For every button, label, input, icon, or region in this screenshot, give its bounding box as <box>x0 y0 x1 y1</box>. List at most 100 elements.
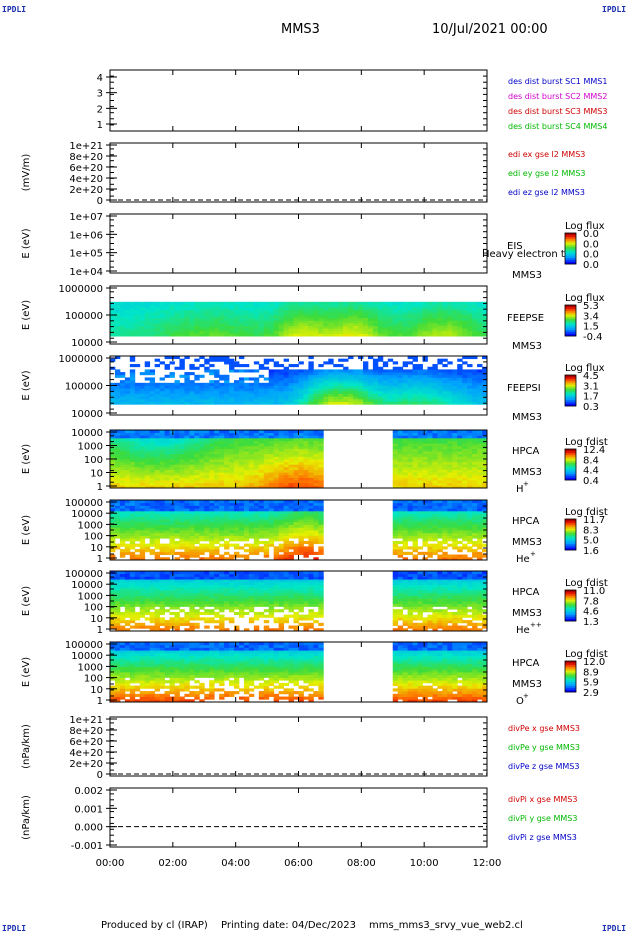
spectrogram-cell <box>432 546 438 550</box>
spectrogram-cell <box>402 500 409 504</box>
spectrogram-cell <box>194 535 200 539</box>
spectrogram-cell <box>204 312 210 316</box>
spectrogram-cell <box>288 508 294 512</box>
spectrogram-cell <box>452 325 458 329</box>
spectrogram-cell <box>318 390 324 394</box>
spectrogram-cell <box>472 480 478 484</box>
spectrogram-cell <box>129 377 136 381</box>
spectrogram-cell <box>402 510 409 515</box>
spectrogram-cell <box>427 325 433 329</box>
spectrogram-cell <box>328 393 334 397</box>
spectrogram-cell <box>248 469 255 473</box>
spectrogram-cell <box>139 432 146 436</box>
colorbar-swatch <box>565 305 576 308</box>
spectrogram-cell <box>303 372 309 376</box>
spectrogram-cell <box>273 485 280 489</box>
spectrogram-cell <box>407 435 413 439</box>
spectrogram-cell <box>457 364 463 368</box>
spectrogram-cell <box>318 472 324 476</box>
spectrogram-cell <box>174 328 180 332</box>
spectrogram-cell <box>219 312 225 316</box>
spectrogram-cell <box>392 309 399 313</box>
spectrogram-cell <box>437 309 443 313</box>
spectrogram-cell <box>174 304 180 308</box>
spectrogram-cell <box>427 474 433 478</box>
spectrogram-cell <box>442 440 448 444</box>
spectrogram-cell <box>224 304 230 308</box>
spectrogram-cell <box>432 432 438 436</box>
spectrogram-cell <box>124 320 131 324</box>
spectrogram-cell <box>447 527 453 531</box>
spectrogram-cell <box>159 472 165 476</box>
spectrogram-cell <box>189 461 195 465</box>
spectrogram-cell <box>477 453 483 457</box>
spectrogram-cell <box>298 500 304 504</box>
spectrogram-cell <box>204 301 210 305</box>
spectrogram-cell <box>298 320 304 324</box>
spectrogram-cell <box>159 535 165 539</box>
spectrogram-cell <box>372 317 379 321</box>
spectrogram-cell <box>154 312 160 316</box>
spectrogram-cell <box>273 309 280 313</box>
spectrogram-cell <box>482 377 488 381</box>
spectrogram-cell <box>204 482 210 486</box>
spectrogram-cell <box>412 356 418 360</box>
spectrogram-cell <box>422 356 428 360</box>
colorbar-frame <box>564 374 577 407</box>
spectrogram-cell <box>174 333 180 337</box>
spectrogram-cell <box>392 382 399 386</box>
colorbar-swatch <box>565 402 576 405</box>
spectrogram-cell <box>194 510 200 515</box>
spectrogram-cell <box>303 328 309 332</box>
spectrogram-cell <box>437 393 443 397</box>
spectrogram-cell <box>263 325 270 329</box>
spectrogram-cell <box>293 466 299 470</box>
spectrogram-cell <box>248 301 255 305</box>
spectrogram-cell <box>467 451 473 455</box>
spectrogram-cell <box>194 325 200 329</box>
spectrogram-cell <box>318 396 324 400</box>
spectrogram-cell <box>472 356 478 360</box>
spectrogram-cell <box>134 482 141 486</box>
spectrogram-cell <box>328 333 334 337</box>
spectrogram-cell <box>402 320 409 324</box>
spectrogram-cell <box>134 382 141 386</box>
spectrogram-cell <box>184 356 190 360</box>
spectrogram-cell <box>283 330 289 334</box>
spectrogram-cell <box>268 377 275 381</box>
spectrogram-cell <box>467 393 473 397</box>
spectrogram-cell <box>382 333 389 337</box>
spectrogram-cell <box>447 466 453 470</box>
colorbar-swatch <box>565 328 576 331</box>
spectrogram-cell <box>303 551 309 555</box>
spectrogram-cell <box>283 554 289 558</box>
spectrogram-cell <box>179 317 185 321</box>
spectrogram-cell <box>467 330 473 334</box>
spectrogram-cell <box>219 374 225 378</box>
spectrogram-cell <box>392 322 399 326</box>
spectrogram-cell <box>238 312 245 316</box>
spectrogram-cell <box>110 508 116 512</box>
spectrogram-cell <box>214 304 220 308</box>
spectrogram-cell <box>457 466 463 470</box>
spectrogram-cell <box>263 459 270 463</box>
spectrogram-cell <box>144 317 151 321</box>
spectrogram-cell <box>348 312 354 316</box>
spectrogram-cell <box>442 502 448 506</box>
spectrogram-cell <box>308 372 314 376</box>
spectrogram-cell <box>457 532 463 536</box>
spectrogram-cell <box>229 453 235 457</box>
spectrogram-cell <box>457 435 463 439</box>
spectrogram-cell <box>358 301 364 305</box>
spectrogram-cell <box>199 451 205 455</box>
spectrogram-cell <box>229 382 235 386</box>
spectrogram-cell <box>412 543 418 547</box>
spectrogram-cell <box>248 440 255 444</box>
spectrogram-cell <box>189 551 195 555</box>
spectrogram-cell <box>477 364 483 368</box>
spectrogram-cell <box>288 307 294 311</box>
spectrogram-cell <box>263 358 270 362</box>
legend-entry: des dist burst SC3 MMS3 <box>508 107 607 116</box>
spectrogram-cell <box>149 304 156 308</box>
colorbar-swatch <box>565 252 576 255</box>
